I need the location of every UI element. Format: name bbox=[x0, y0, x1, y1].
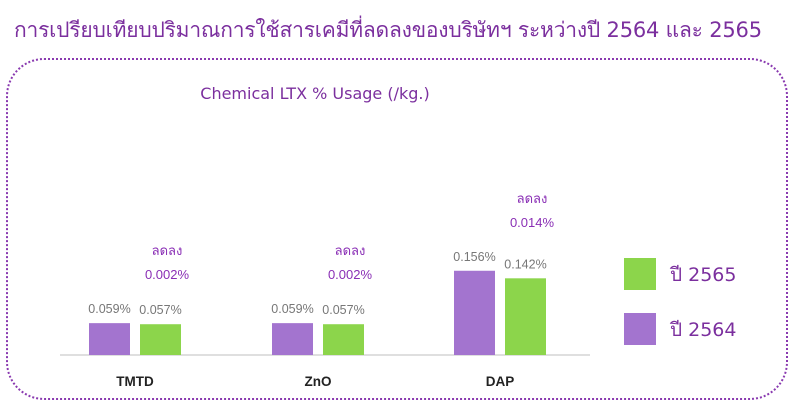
bar-tmtd-2565 bbox=[140, 324, 181, 355]
x-tick-label: TMTD bbox=[116, 374, 154, 389]
annotation-value: 0.014% bbox=[510, 215, 555, 230]
bar-zno-2564 bbox=[272, 323, 313, 355]
data-label: 0.156% bbox=[453, 250, 495, 264]
legend-label-2564: ปี 2564 bbox=[669, 319, 736, 341]
bar-zno-2565 bbox=[323, 324, 364, 355]
annotation-word: ลดลง bbox=[335, 244, 366, 259]
x-tick-label: DAP bbox=[486, 374, 515, 389]
data-label: 0.057% bbox=[322, 303, 364, 317]
legend-swatch-2564 bbox=[624, 313, 656, 345]
page-title: การเปรียบเทียบปริมาณการใช้สารเคมีที่ลดลง… bbox=[14, 18, 762, 42]
chart-title: Chemical LTX % Usage (/kg.) bbox=[200, 84, 429, 103]
data-label: 0.057% bbox=[139, 303, 181, 317]
annotation-value: 0.002% bbox=[145, 267, 190, 282]
data-label: 0.142% bbox=[504, 257, 546, 271]
bar-tmtd-2564 bbox=[89, 323, 130, 355]
bar-dap-2564 bbox=[454, 270, 495, 355]
annotation-value: 0.002% bbox=[328, 267, 373, 282]
x-tick-label: ZnO bbox=[305, 374, 332, 389]
data-label: 0.059% bbox=[88, 302, 130, 316]
annotation-word: ลดลง bbox=[517, 192, 548, 207]
data-label: 0.059% bbox=[271, 302, 313, 316]
legend-label-2565: ปี 2565 bbox=[669, 264, 736, 286]
legend-swatch-2565 bbox=[624, 258, 656, 290]
annotation-word: ลดลง bbox=[152, 244, 183, 259]
chart-frame bbox=[6, 58, 788, 400]
bar-dap-2565 bbox=[505, 278, 546, 355]
